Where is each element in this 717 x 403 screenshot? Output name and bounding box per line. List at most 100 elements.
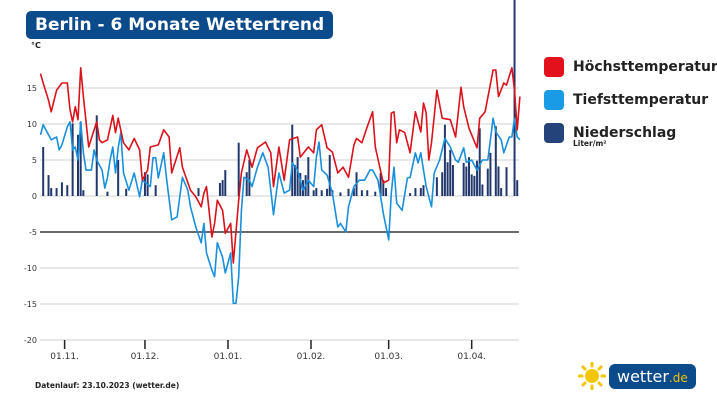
precipitation-bar xyxy=(320,190,323,196)
precipitation-bar xyxy=(478,128,481,196)
precipitation-bar xyxy=(462,162,465,196)
y-axis-labels: 15 10 5 0 -5 -10 -15 -20 xyxy=(24,84,37,345)
precipitation-bar xyxy=(382,180,385,196)
temperature-lines xyxy=(39,67,521,305)
precipitation-bar xyxy=(197,188,200,196)
y-tick-label: 5 xyxy=(32,156,37,165)
precipitation-bar xyxy=(66,185,69,196)
precipitation-bar xyxy=(476,160,479,196)
precipitation-bar xyxy=(366,190,369,196)
y-tick-label: 0 xyxy=(32,192,37,201)
precipitation-bar xyxy=(500,188,503,196)
precipitation-bar xyxy=(237,142,240,196)
precipitation-bar xyxy=(218,183,221,196)
precipitation-bar xyxy=(328,154,331,196)
x-axis: 01.11. 01.12. 01.01. 01.02. 01.03. 01.04. xyxy=(50,340,486,362)
precipitation-bar xyxy=(315,188,318,196)
sun-icon xyxy=(577,361,607,391)
data-run-note: Datenlauf: 23.10.2023 (wetter.de) xyxy=(35,381,180,390)
precipitation-bar xyxy=(468,157,471,196)
precipitation-bar xyxy=(494,126,497,196)
legend-swatch-high xyxy=(544,56,564,77)
x-tick-label: 01.11. xyxy=(50,352,79,362)
logo-name: wetter xyxy=(617,366,669,386)
precipitation-bar xyxy=(106,191,109,196)
gridlines xyxy=(40,87,519,341)
legend-label: Höchsttemperatur xyxy=(573,58,717,75)
legend-label: Niederschlag xyxy=(573,124,677,141)
precipitation-bar xyxy=(419,188,422,196)
wetter-de-logo: wetter.de xyxy=(577,361,696,391)
precipitation-bar xyxy=(117,160,120,196)
precipitation-bar xyxy=(449,149,452,196)
x-tick-label: 01.01. xyxy=(214,352,243,362)
precipitation-bar xyxy=(291,124,294,196)
precipitation-bar xyxy=(379,172,382,196)
precipitation-bar xyxy=(435,177,438,196)
precipitation-bar xyxy=(76,134,79,196)
precipitation-bar xyxy=(352,188,355,196)
precipitation-bar xyxy=(422,185,425,196)
precipitation-bar xyxy=(409,193,412,196)
legend-item-low-temp: Tiefsttemperatur xyxy=(544,83,717,116)
x-tick-label: 01.03. xyxy=(374,352,403,362)
precipitation-bar xyxy=(347,188,350,196)
precipitation-bar xyxy=(465,166,468,196)
high-temperature-line xyxy=(39,67,521,264)
legend-label: Tiefsttemperatur xyxy=(573,91,709,108)
precipitation-bar xyxy=(481,184,484,196)
precipitation-bar xyxy=(446,162,449,196)
precipitation-bar xyxy=(473,175,476,196)
precipitation-bar xyxy=(221,180,224,196)
legend: Höchsttemperatur Tiefsttemperatur Nieder… xyxy=(544,50,717,149)
precipitation-bar xyxy=(470,174,473,196)
precipitation-bar xyxy=(47,175,50,196)
x-tick-label: 01.02. xyxy=(297,352,326,362)
precipitation-bar xyxy=(50,188,53,196)
precipitation-bar xyxy=(312,190,315,196)
precipitation-bar xyxy=(443,124,446,196)
precipitation-bar xyxy=(248,160,251,196)
precipitation-bar xyxy=(82,190,85,196)
y-tick-label: -10 xyxy=(24,264,37,273)
y-tick-label: 15 xyxy=(27,84,37,93)
page-title: Berlin - 6 Monate Wettertrend xyxy=(26,11,334,39)
precipitation-bar xyxy=(489,152,492,196)
precipitation-bar xyxy=(374,191,377,196)
precipitation-bar xyxy=(95,115,98,196)
x-tick-label: 01.04. xyxy=(457,352,486,362)
x-tick-label: 01.12. xyxy=(131,352,160,362)
precipitation-bar xyxy=(143,172,146,196)
legend-item-precipitation: Niederschlag xyxy=(544,116,717,149)
precipitation-bar xyxy=(293,165,296,196)
legend-item-high-temp: Höchsttemperatur xyxy=(544,50,717,83)
precipitation-bar xyxy=(154,185,157,196)
precipitation-bar xyxy=(516,180,519,196)
precipitation-bar xyxy=(55,188,58,196)
precipitation-bar xyxy=(296,157,299,196)
y-axis-unit: °C xyxy=(31,41,41,50)
precipitation-bars xyxy=(42,0,519,196)
y-tick-label: -20 xyxy=(24,336,37,345)
precipitation-bar xyxy=(299,172,302,196)
precipitation-bar xyxy=(60,182,63,196)
precipitation-bar xyxy=(326,188,329,196)
y-tick-label: 10 xyxy=(27,120,37,129)
logo-wordmark: wetter.de xyxy=(609,363,696,389)
low-temperature-line xyxy=(39,117,521,305)
precipitation-bar xyxy=(486,168,489,196)
precipitation-unit: Liter/m² xyxy=(573,139,607,148)
precipitation-bar xyxy=(307,157,310,196)
legend-swatch-low xyxy=(544,89,564,110)
precipitation-bar xyxy=(79,121,82,196)
precipitation-bar xyxy=(441,172,444,196)
precipitation-bar xyxy=(384,188,387,196)
precipitation-bar xyxy=(339,192,342,196)
logo-tld: .de xyxy=(668,370,688,385)
precipitation-bar xyxy=(497,166,500,196)
precipitation-bar xyxy=(414,188,417,196)
legend-swatch-precip xyxy=(544,122,564,143)
precipitation-bar xyxy=(360,190,363,196)
y-tick-label: -5 xyxy=(29,228,37,237)
